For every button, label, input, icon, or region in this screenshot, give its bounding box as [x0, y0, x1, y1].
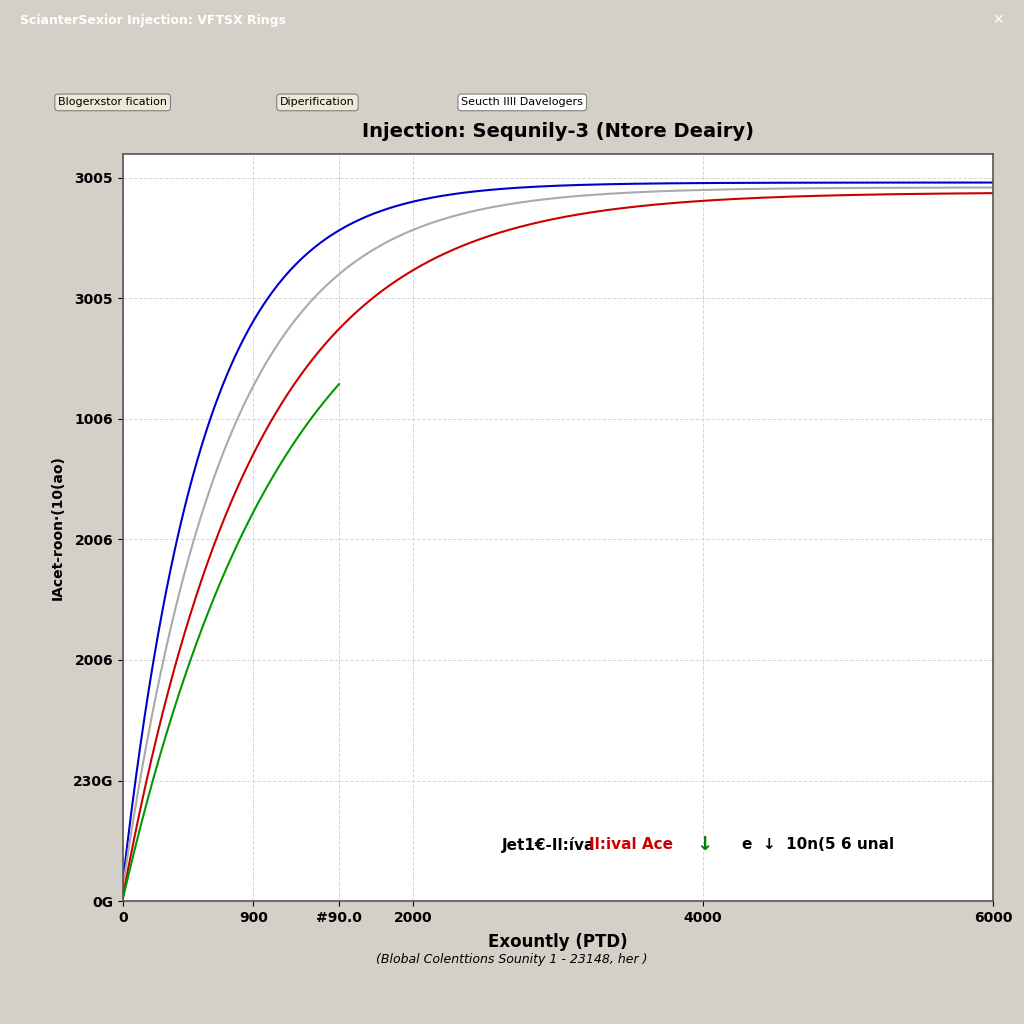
Text: Jet1€-Il:íva: Jet1€-Il:íva: [502, 837, 595, 853]
Text: e  ↓  10n(5 6 unal: e ↓ 10n(5 6 unal: [742, 838, 895, 852]
X-axis label: Exountly (PTD): Exountly (PTD): [488, 933, 628, 951]
Text: Seucth IIII Davelogers: Seucth IIII Davelogers: [461, 97, 584, 108]
Text: Diperification: Diperification: [281, 97, 354, 108]
Text: ScianterSexior Injection: VFTSX Rings: ScianterSexior Injection: VFTSX Rings: [20, 14, 287, 27]
Title: Injection: Sequnily-3 (Ntore Deairy): Injection: Sequnily-3 (Ntore Deairy): [362, 122, 754, 141]
Text: ✕: ✕: [992, 13, 1004, 28]
Text: ↓: ↓: [696, 836, 713, 854]
Text: Blogerxstor fication: Blogerxstor fication: [58, 97, 167, 108]
Y-axis label: IAcet-roon·(10(ao): IAcet-roon·(10(ao): [50, 455, 65, 600]
Text: (Blobal Colenttions Sounity 1 - 23148, her ): (Blobal Colenttions Sounity 1 - 23148, h…: [376, 952, 648, 966]
Text: Il:ival Ace: Il:ival Ace: [589, 838, 673, 852]
